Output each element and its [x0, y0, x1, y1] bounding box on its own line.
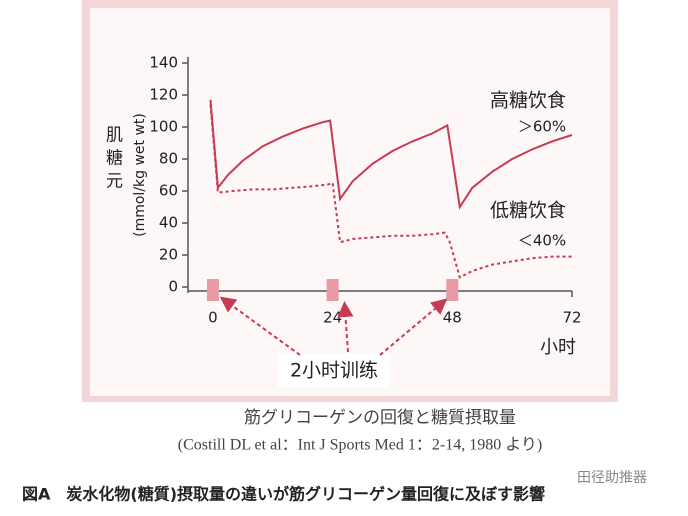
- y-tick-label: 20: [159, 246, 178, 264]
- x-tick-label: 48: [443, 309, 462, 327]
- y-tick-label: 40: [159, 214, 178, 232]
- x-tick-label: 0: [208, 309, 218, 327]
- training-marker: [206, 279, 219, 301]
- y-label: (mmol/kg wet wt): [132, 113, 148, 237]
- arrow: [219, 296, 301, 356]
- figure-title: 図A 炭水化物(糖質)摂取量の違いが筋グリコーゲン量回復に及ぼす影響: [22, 485, 545, 504]
- training-box: [278, 353, 390, 387]
- series-note: ＞60%: [518, 118, 566, 136]
- training-marker: [446, 279, 459, 301]
- arrow: [337, 301, 354, 353]
- series-line: [209, 104, 572, 279]
- series-label: 低糖饮食: [490, 200, 566, 222]
- y-tick-label: 80: [159, 150, 178, 168]
- x-tick-label: 24: [323, 309, 342, 327]
- training-marker: [326, 279, 339, 301]
- series-note: ＜40%: [518, 232, 566, 250]
- y-tick-label: 140: [149, 54, 178, 72]
- citation: (Costill DL et al：Int J Sports Med 1：2-1…: [178, 437, 542, 454]
- y-tick-label: 120: [149, 86, 178, 104]
- panel-inner: [90, 8, 610, 396]
- y-tick-label: 60: [159, 182, 178, 200]
- series-line: [209, 99, 573, 210]
- y-tick-label: 100: [149, 118, 178, 136]
- training-label: 2小时训练: [290, 360, 378, 382]
- y-tick-label: 0: [168, 278, 178, 296]
- x-unit: 小时: [540, 337, 576, 358]
- x-tick-label: 72: [562, 309, 581, 327]
- caption: 筋グリコーゲンの回復と糖質摂取量: [244, 408, 516, 428]
- watermark: 田径助推器: [577, 470, 647, 486]
- y-title: 肌糖元: [102, 126, 123, 195]
- series-label: 高糖饮食: [490, 90, 566, 112]
